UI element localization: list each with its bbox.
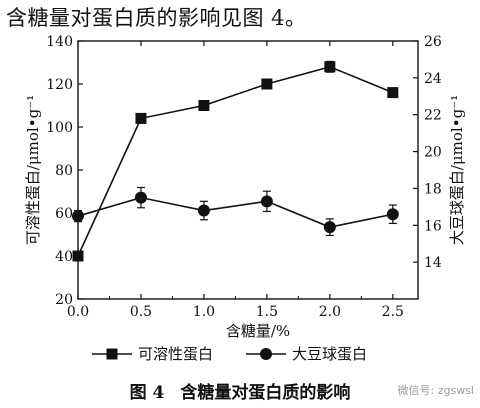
- series-soluble-protein: [72, 60, 399, 262]
- y-right-axis-title: 大豆球蛋白/μmol•g⁻¹: [448, 95, 466, 245]
- data-point: [324, 61, 336, 73]
- data-point: [135, 112, 147, 124]
- legend-item: 可溶性蛋白: [92, 345, 213, 363]
- data-point: [72, 210, 84, 223]
- y-left-tick-label: 120: [46, 77, 73, 93]
- legend-marker: [260, 348, 272, 360]
- data-point: [260, 195, 273, 208]
- legend-item: 大豆球蛋白: [246, 345, 367, 363]
- wechat-watermark: 微信号: zgswsl: [397, 384, 474, 397]
- caption-number: 图 4: [129, 383, 165, 403]
- data-point: [323, 221, 336, 234]
- series-line: [77, 196, 393, 228]
- y-left-tick-label: 60: [55, 206, 73, 222]
- x-axis-title: 含糖量/%: [226, 322, 290, 340]
- x-tick-label: 1.0: [193, 304, 215, 320]
- y-left-tick-label: 20: [55, 292, 73, 308]
- x-tick-label: 0.5: [130, 304, 152, 320]
- y-left-tick-label: 140: [46, 34, 73, 50]
- y-right-tick-label: 24: [424, 71, 442, 87]
- data-point: [387, 87, 399, 99]
- y-left-tick-label: 40: [55, 249, 73, 265]
- x-tick-label: 2.5: [382, 304, 404, 320]
- y-right-tick-label: 22: [424, 108, 442, 124]
- y-left-axis-title: 可溶性蛋白/μmol•g⁻¹: [24, 95, 42, 245]
- y-left-tick-label: 80: [55, 163, 73, 179]
- caption-title: 含糖量对蛋白质的影响: [180, 383, 351, 403]
- y-right-tick-label: 16: [424, 218, 442, 234]
- legend-label: 大豆球蛋白: [292, 345, 367, 363]
- y-right-tick-label: 18: [424, 181, 442, 197]
- x-tick-label: 1.5: [256, 304, 278, 320]
- data-point: [198, 100, 210, 111]
- data-point: [134, 191, 147, 204]
- data-point: [197, 204, 210, 217]
- data-point: [386, 208, 399, 221]
- legend-marker: [106, 348, 118, 360]
- intro-text: 含糖量对蛋白质的影响见图 4。: [6, 6, 307, 30]
- data-point: [261, 78, 273, 90]
- series-line: [77, 65, 394, 257]
- legend-label: 可溶性蛋白: [138, 345, 213, 363]
- figure-caption: 图 4 含糖量对蛋白质的影响: [0, 378, 480, 403]
- plot-frame: [77, 40, 419, 300]
- x-tick-label: 2.0: [319, 304, 341, 320]
- y-right-tick-label: 26: [424, 34, 442, 50]
- x-tick-label: 0.0: [67, 304, 89, 320]
- data-point: [72, 250, 84, 262]
- y-right-tick-label: 14: [424, 255, 442, 271]
- series-glycinin: [72, 186, 399, 237]
- y-right-tick-label: 20: [424, 145, 442, 161]
- y-left-tick-label: 100: [46, 120, 73, 136]
